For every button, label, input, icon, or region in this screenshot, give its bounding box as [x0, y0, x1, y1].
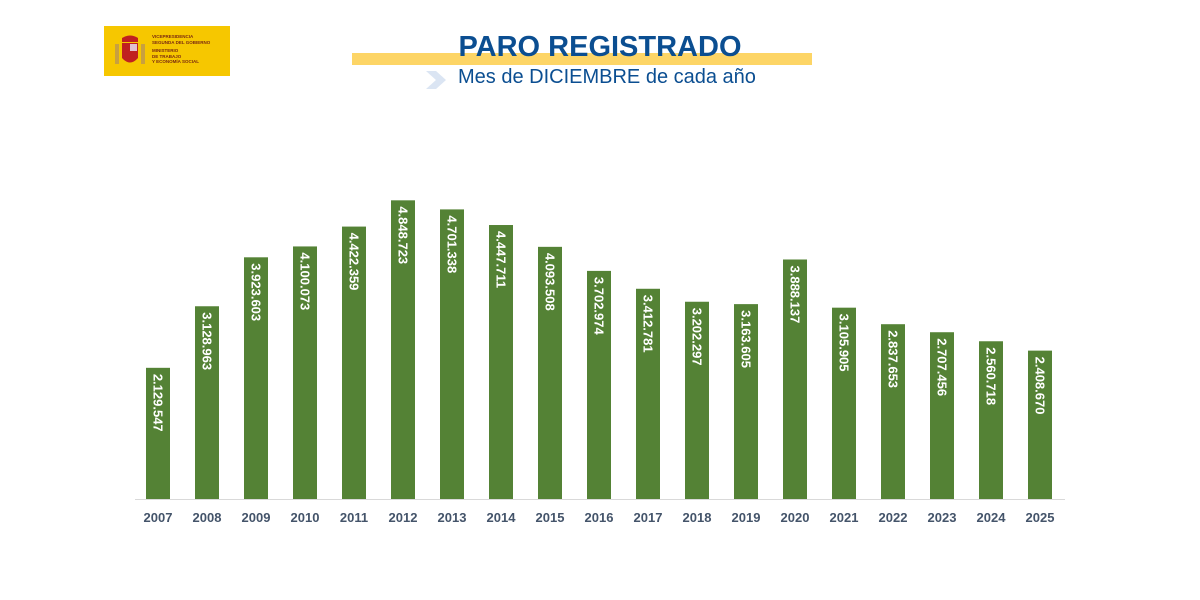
- bar-2022: [881, 324, 905, 499]
- chart-title: PARO REGISTRADO: [458, 31, 742, 63]
- bar-2013: [440, 209, 464, 499]
- data-label: 4.422.359: [347, 233, 362, 291]
- data-label: 3.412.781: [641, 295, 656, 353]
- data-label: 2.408.670: [1033, 357, 1048, 415]
- bar-2010: [293, 246, 317, 499]
- x-tick-label: 2018: [683, 510, 712, 525]
- data-label: 2.707.456: [935, 338, 950, 396]
- x-tick-label: 2014: [487, 510, 517, 525]
- data-label: 2.129.547: [151, 374, 166, 432]
- x-tick-label: 2010: [291, 510, 320, 525]
- bar-2020: [783, 259, 807, 499]
- coat-of-arms-icon: [115, 35, 145, 64]
- logo-text: VICEPRESIDENCIA SEGUNDA DEL GOBIERNO MIN…: [152, 34, 228, 65]
- x-tick-label: 2007: [144, 510, 173, 525]
- x-tick-label: 2024: [977, 510, 1007, 525]
- bar-2025: [1028, 350, 1052, 499]
- x-tick-label: 2025: [1026, 510, 1055, 525]
- data-label: 4.100.073: [298, 252, 313, 310]
- x-tick-label: 2012: [389, 510, 418, 525]
- x-tick-label: 2016: [585, 510, 614, 525]
- data-label: 2.560.718: [984, 347, 999, 405]
- bar-2011: [342, 226, 366, 499]
- bar-2008: [195, 306, 219, 499]
- data-label: 3.888.137: [788, 265, 803, 323]
- data-label: 3.923.603: [249, 263, 264, 321]
- logo-line: Y ECONOMÍA SOCIAL: [152, 59, 200, 64]
- x-tick-label: 2015: [536, 510, 565, 525]
- bar-2015: [538, 246, 562, 499]
- data-label: 4.848.723: [396, 206, 411, 264]
- logo-line: SEGUNDA DEL GOBIERNO: [152, 39, 211, 45]
- data-label: 4.093.508: [543, 253, 558, 311]
- bar-2019: [734, 304, 758, 499]
- bar-2017: [636, 288, 660, 499]
- bar-2009: [244, 257, 268, 499]
- chart-subtitle: Mes de DICIEMBRE de cada año: [458, 66, 756, 88]
- data-label: 3.105.905: [837, 314, 852, 372]
- bar-2007: [146, 367, 170, 499]
- x-tick-label: 2020: [781, 510, 810, 525]
- x-tick-label: 2023: [928, 510, 957, 525]
- logo-line: VICEPRESIDENCIA: [152, 34, 194, 39]
- bar-2023: [930, 332, 954, 499]
- data-label: 3.128.963: [200, 312, 215, 370]
- data-label: 4.447.711: [494, 231, 509, 288]
- x-tick-label: 2009: [242, 510, 271, 525]
- data-label: 3.163.605: [739, 310, 754, 368]
- bar-2016: [587, 270, 611, 499]
- x-tick-label: 2011: [340, 510, 368, 525]
- x-tick-label: 2019: [732, 510, 761, 525]
- x-tick-label: 2017: [634, 510, 663, 525]
- bar-2018: [685, 301, 709, 499]
- data-label: 2.837.653: [886, 330, 901, 388]
- x-tick-label: 2022: [879, 510, 908, 525]
- data-label: 3.702.974: [592, 277, 607, 336]
- x-tick-label: 2013: [438, 510, 467, 525]
- chevron-right-icon: [426, 71, 446, 89]
- data-label: 3.202.297: [690, 308, 705, 366]
- bar-2024: [979, 341, 1003, 499]
- ministry-logo: VICEPRESIDENCIA SEGUNDA DEL GOBIERNO MIN…: [104, 26, 230, 76]
- bar-2012: [391, 200, 415, 499]
- data-label: 4.701.338: [445, 215, 460, 273]
- title-highlight-band: [352, 53, 812, 65]
- bar-2021: [832, 307, 856, 499]
- x-tick-label: 2021: [830, 510, 859, 525]
- logo-line: MINISTERIO: [152, 48, 179, 53]
- x-tick-label: 2008: [193, 510, 222, 525]
- bar-2014: [489, 225, 513, 499]
- logo-line: DE TRABAJO: [152, 53, 182, 59]
